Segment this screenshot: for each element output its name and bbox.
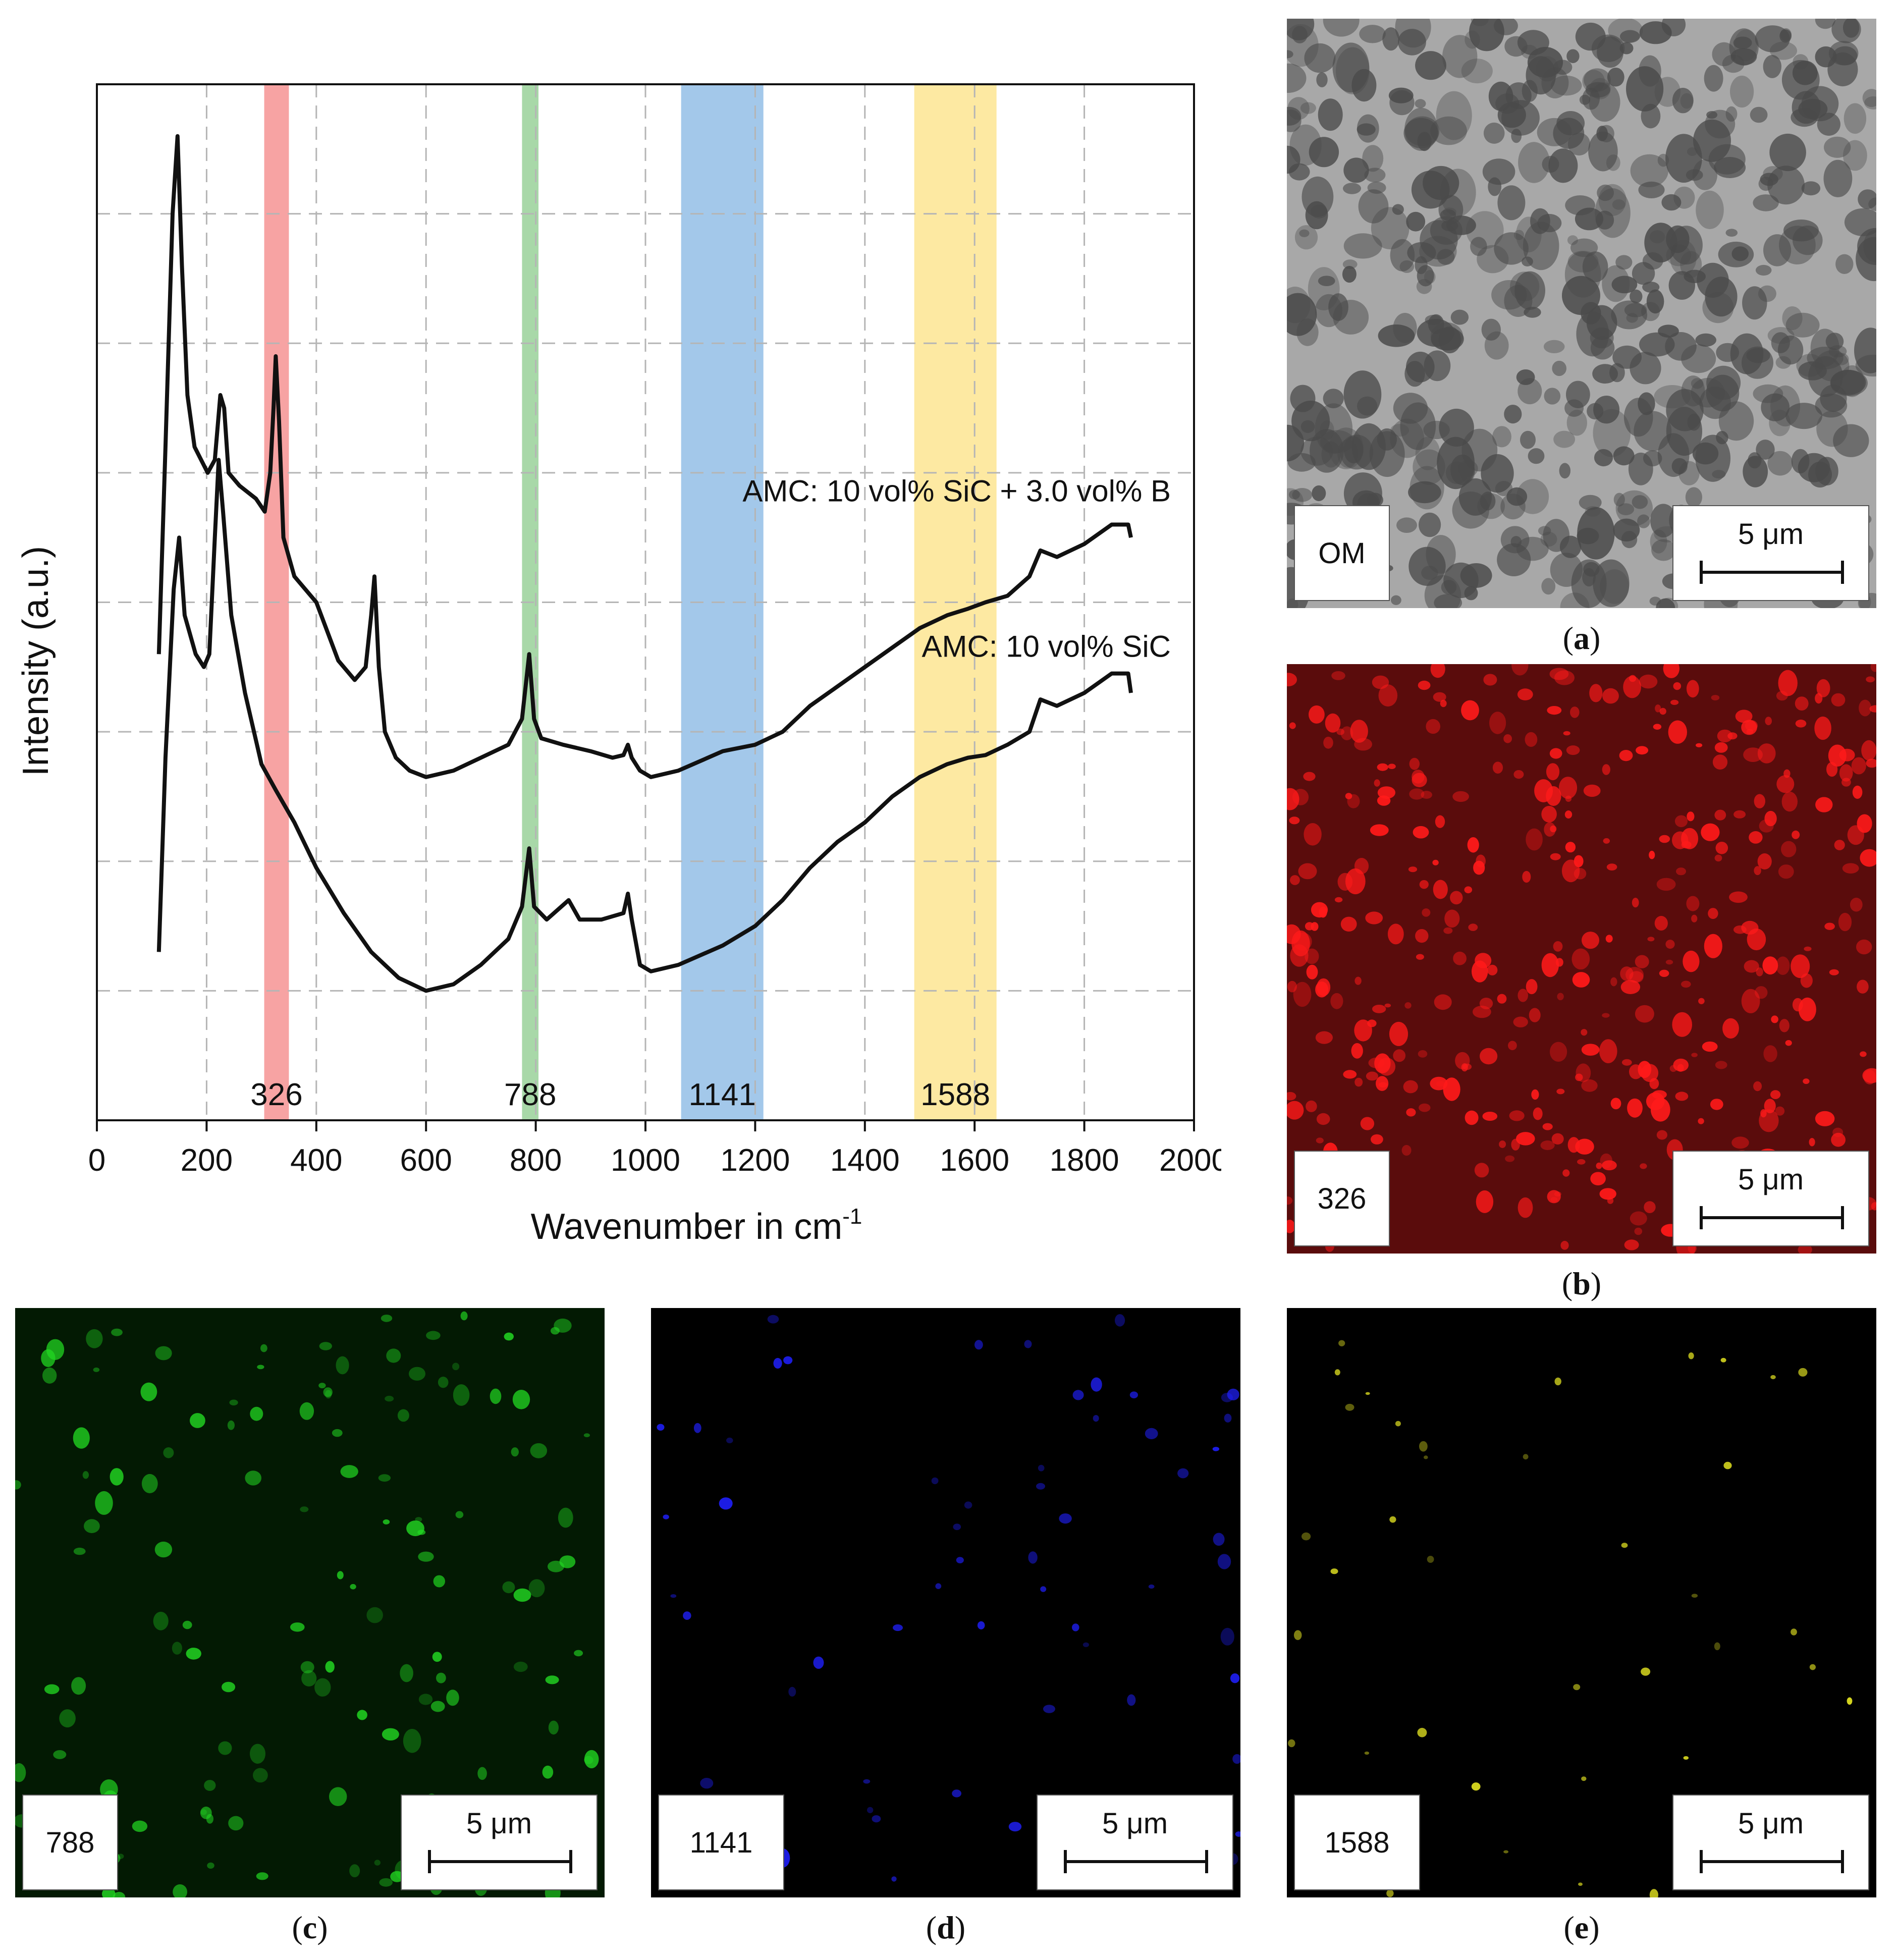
panel-tag: OM — [1294, 505, 1390, 601]
scale-bar-box: 5 μm — [1672, 505, 1869, 601]
scale-bar — [1700, 1206, 1844, 1229]
series-label-2: AMC: 10 vol% SiC — [922, 629, 1171, 663]
panel-tag: 1141 — [658, 1794, 784, 1890]
caption-d: (d) — [926, 1910, 966, 1945]
scale-bar — [1700, 1850, 1844, 1873]
panel-b-326-map: 326 5 μm — [1287, 664, 1876, 1254]
caption-b: (b) — [1561, 1266, 1602, 1301]
caption-a: (a) — [1562, 620, 1601, 656]
panel-d-1141-map: 1141 5 μm — [651, 1308, 1240, 1897]
panel-tag: 788 — [22, 1794, 118, 1890]
caption-c: (c) — [292, 1910, 328, 1945]
scale-bar-box: 5 μm — [1672, 1794, 1869, 1890]
series-line-2 — [156, 458, 1133, 993]
scale-bar-label: 5 μm — [1738, 518, 1804, 551]
scale-bar-label: 5 μm — [1102, 1807, 1168, 1840]
x-tick-label: 2000 — [1159, 1143, 1221, 1178]
raman-spectrum-chart: AMC: 10 vol% SiC + 3.0 vol% B AMC: 10 vol… — [16, 83, 1221, 1247]
x-axis-label: Wavenumber in cm-1 — [531, 1204, 862, 1247]
x-tick-label: 400 — [290, 1143, 342, 1178]
series-line-1 — [156, 134, 1133, 779]
band-label-788: 788 — [504, 1077, 556, 1112]
x-tick-label: 600 — [400, 1143, 452, 1178]
x-tick-label: 1600 — [940, 1143, 1009, 1178]
caption-e: (e) — [1563, 1910, 1600, 1945]
scale-bar-box: 5 μm — [1672, 1151, 1869, 1246]
scale-bar-label: 5 μm — [1738, 1163, 1804, 1196]
scale-bar-label: 5 μm — [466, 1807, 532, 1840]
panel-e-1588-map: 1588 5 μm — [1287, 1308, 1876, 1897]
scale-bar-box: 5 μm — [401, 1794, 598, 1890]
series-label-1: AMC: 10 vol% SiC + 3.0 vol% B — [742, 474, 1171, 508]
x-tick-label: 0 — [88, 1143, 105, 1178]
x-tick-label: 1000 — [611, 1143, 680, 1178]
scale-bar — [428, 1850, 572, 1873]
x-tick-label: 1200 — [720, 1143, 790, 1178]
scale-bar — [1700, 561, 1844, 584]
x-tick-label: 800 — [510, 1143, 562, 1178]
band-label-1588: 1588 — [920, 1077, 990, 1112]
y-axis-label: Intensity (a.u.) — [16, 546, 56, 776]
scale-bar — [1064, 1850, 1208, 1873]
panel-c-788-map: 788 5 μm — [15, 1308, 605, 1897]
micrograph-texture — [1287, 19, 1876, 608]
band-label-1141: 1141 — [689, 1077, 756, 1112]
x-tick-label: 1400 — [830, 1143, 900, 1178]
panel-tag: 1588 — [1294, 1794, 1420, 1890]
panel-a-om-image: OM 5 μm — [1287, 19, 1876, 608]
scale-bar-label: 5 μm — [1738, 1807, 1804, 1840]
panel-tag: 326 — [1294, 1151, 1390, 1246]
x-tick-label: 1800 — [1050, 1143, 1119, 1178]
band-label-326: 326 — [250, 1077, 302, 1112]
x-tick-label: 200 — [181, 1143, 233, 1178]
scale-bar-box: 5 μm — [1037, 1794, 1233, 1890]
